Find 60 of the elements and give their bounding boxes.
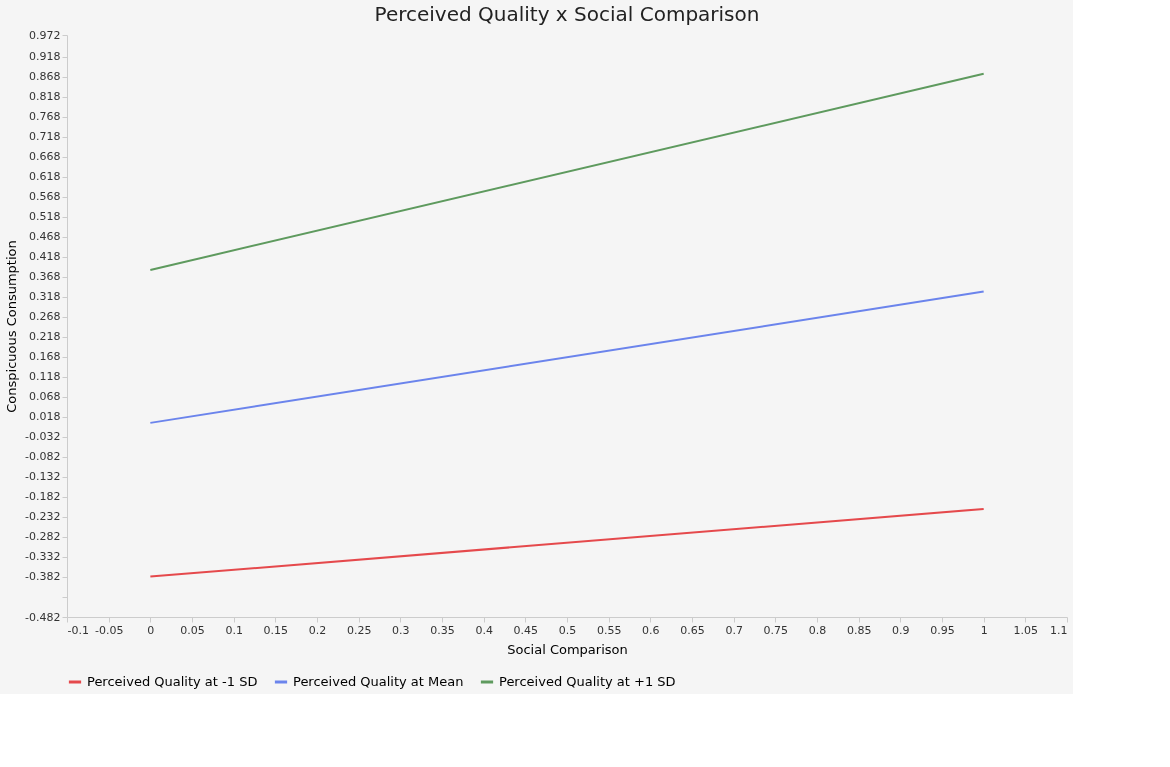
x-tick-label: 1.05	[1013, 623, 1039, 637]
y-tick-label: -0.282	[25, 530, 61, 544]
legend-label: Perceived Quality at +1 SD	[499, 674, 676, 689]
y-tick-label: -0.182	[25, 490, 61, 504]
x-tick-label: 0.7	[725, 623, 743, 637]
x-tick-label: 0.05	[180, 623, 205, 637]
y-tick-label: 0.068	[29, 390, 61, 404]
y-tick-label: 0.972	[29, 28, 61, 42]
x-tick-label: 0.3	[392, 623, 410, 637]
y-tick-label: 0.818	[29, 90, 61, 104]
y-axis-title: Conspicuous Consumption	[4, 240, 20, 413]
y-tick-label: -0.332	[25, 550, 61, 564]
x-tick-label: 0.25	[346, 623, 372, 637]
x-tick-label: 0.45	[513, 623, 539, 637]
x-axis-title: Social Comparison	[507, 641, 628, 657]
x-tick-label: 0.95	[930, 623, 955, 637]
legend-label: Perceived Quality at Mean	[293, 674, 464, 689]
y-tick-label: 0.668	[29, 150, 61, 164]
y-tick-label: 0.418	[29, 250, 61, 264]
x-tick-label: 0.75	[763, 623, 789, 637]
y-tick-label: 0.218	[29, 330, 61, 344]
x-tick-label: 0.65	[680, 623, 705, 637]
x-tick-label: 0.9	[892, 623, 910, 637]
x-tick-label: 1	[980, 623, 988, 637]
x-tick-label: 0.8	[808, 623, 827, 637]
y-tick-label: -0.482	[25, 610, 61, 624]
x-tick-label: 0.6	[642, 623, 660, 637]
y-tick-label: 0.718	[29, 130, 61, 144]
y-tick-label: 0.618	[29, 170, 61, 184]
legend-label: Perceived Quality at -1 SD	[87, 674, 258, 689]
x-tick-label: 0.5	[558, 623, 577, 637]
chart-title: Perceived Quality x Social Comparison	[374, 2, 760, 26]
x-tick-label: 1.1	[1050, 623, 1068, 637]
x-tick-label: -0.05	[94, 623, 124, 637]
y-tick-label: 0.568	[29, 190, 61, 204]
y-tick-label: -0.032	[25, 430, 61, 444]
y-tick-label: 0.918	[29, 50, 61, 64]
x-tick-label: 0.55	[596, 623, 622, 637]
y-tick-label: 0.768	[29, 110, 61, 124]
y-tick-label: -0.082	[25, 450, 61, 464]
y-tick-label: 0.018	[29, 410, 61, 424]
x-tick-label: 0.85	[846, 623, 872, 637]
y-tick-label: 0.318	[29, 290, 61, 304]
x-tick-label: 0	[147, 623, 155, 637]
y-tick-label: 0.518	[29, 210, 61, 224]
y-tick-label: 0.368	[29, 270, 61, 284]
x-tick-label: 0.35	[430, 623, 455, 637]
x-tick-label: 0.4	[475, 623, 493, 637]
y-tick-label: 0.468	[29, 230, 61, 244]
x-tick-label: 0.1	[225, 623, 243, 637]
y-tick-label: 0.168	[29, 350, 61, 364]
x-tick-label: 0.2	[308, 623, 327, 637]
y-tick-label: -0.232	[25, 510, 61, 524]
x-tick-label: -0.1	[67, 623, 89, 637]
y-tick-label: -0.132	[25, 470, 61, 484]
x-tick-label: 0.15	[263, 623, 289, 637]
y-tick-label: -0.382	[25, 570, 61, 584]
y-tick-label: 0.118	[29, 370, 61, 384]
y-tick-label: 0.268	[29, 310, 61, 324]
y-tick-label: 0.868	[29, 70, 61, 84]
